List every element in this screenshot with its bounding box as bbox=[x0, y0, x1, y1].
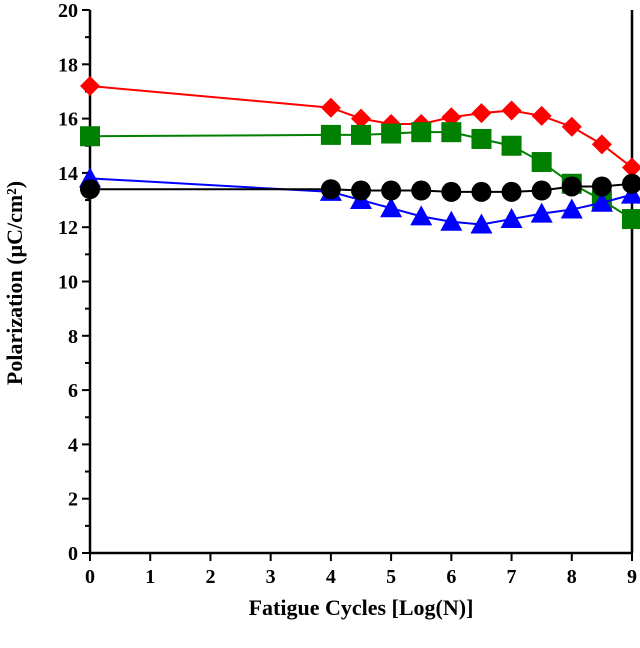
data-point-circle bbox=[501, 181, 522, 202]
x-tick-label: 1 bbox=[145, 566, 155, 588]
data-point-diamond bbox=[531, 105, 552, 126]
data-point-circle bbox=[471, 181, 492, 202]
series-circle bbox=[80, 173, 640, 202]
y-tick-label: 12 bbox=[58, 217, 78, 239]
data-point-diamond bbox=[471, 103, 492, 124]
data-point-square bbox=[411, 122, 432, 143]
y-tick-label: 2 bbox=[68, 489, 78, 511]
data-point-circle bbox=[80, 179, 100, 200]
series-square bbox=[80, 122, 640, 230]
data-point-circle bbox=[351, 180, 371, 201]
x-tick-label: 7 bbox=[507, 566, 517, 588]
data-point-triangle bbox=[410, 205, 433, 226]
data-point-square bbox=[622, 209, 640, 230]
y-tick-label: 16 bbox=[58, 109, 78, 131]
x-tick-label: 8 bbox=[567, 566, 577, 588]
data-point-circle bbox=[591, 176, 612, 197]
data-point-circle bbox=[381, 180, 402, 201]
y-tick-label: 10 bbox=[58, 272, 78, 294]
y-tick-label: 0 bbox=[68, 543, 78, 565]
data-point-square bbox=[80, 126, 100, 147]
data-point-triangle bbox=[590, 191, 613, 212]
y-tick-label: 20 bbox=[58, 0, 78, 22]
data-point-triangle bbox=[500, 208, 523, 229]
data-point-triangle bbox=[560, 198, 583, 219]
data-point-square bbox=[501, 135, 522, 156]
data-point-square bbox=[471, 128, 492, 149]
data-point-circle bbox=[411, 180, 432, 201]
x-axis-label: Fatigue Cycles [Log(N)] bbox=[249, 595, 474, 620]
x-tick-label: 5 bbox=[386, 566, 396, 588]
data-point-circle bbox=[531, 180, 552, 201]
y-tick-label: 8 bbox=[68, 326, 78, 348]
data-point-square bbox=[351, 124, 371, 145]
data-point-square bbox=[531, 152, 552, 173]
data-point-square bbox=[320, 124, 341, 145]
data-point-diamond bbox=[591, 134, 612, 155]
data-point-triangle bbox=[470, 213, 493, 234]
y-tick-label: 14 bbox=[58, 163, 78, 185]
x-tick-label: 9 bbox=[627, 566, 637, 588]
data-point-diamond bbox=[351, 108, 371, 129]
data-point-diamond bbox=[501, 100, 522, 121]
data-point-triangle bbox=[380, 197, 403, 218]
data-point-triangle bbox=[530, 202, 553, 223]
y-tick-label: 4 bbox=[68, 434, 78, 456]
x-tick-label: 3 bbox=[266, 566, 276, 588]
data-point-circle bbox=[441, 181, 462, 202]
data-point-triangle bbox=[440, 210, 463, 231]
y-tick-label: 6 bbox=[68, 380, 78, 402]
data-point-circle bbox=[622, 173, 640, 194]
data-point-diamond bbox=[320, 97, 341, 118]
x-tick-label: 4 bbox=[326, 566, 336, 588]
y-axis-label: Polarization (μC/cm²) bbox=[2, 181, 27, 385]
data-point-diamond bbox=[80, 76, 100, 97]
y-tick-label: 18 bbox=[58, 54, 78, 76]
data-point-circle bbox=[320, 179, 341, 200]
x-tick-label: 0 bbox=[85, 566, 95, 588]
series-group bbox=[79, 76, 640, 234]
data-point-square bbox=[381, 123, 402, 144]
x-tick-label: 6 bbox=[446, 566, 456, 588]
data-point-diamond bbox=[622, 157, 640, 178]
data-point-circle bbox=[561, 176, 582, 197]
data-point-diamond bbox=[561, 116, 582, 137]
data-point-square bbox=[441, 122, 462, 143]
x-tick-label: 2 bbox=[205, 566, 215, 588]
